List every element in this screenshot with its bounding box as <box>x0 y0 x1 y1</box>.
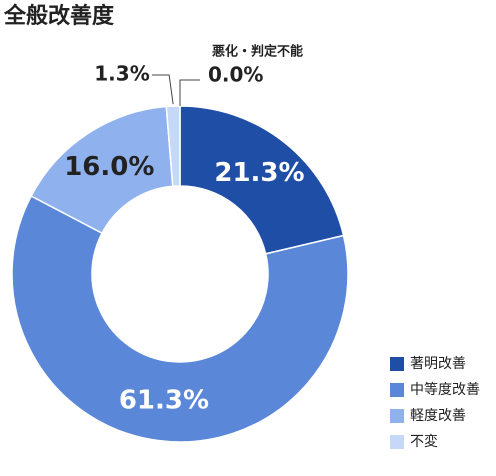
value-label: 21.3% <box>214 158 304 188</box>
value-label: 1.3% <box>94 62 149 86</box>
value-label: 61.3% <box>119 385 209 415</box>
legend-swatch <box>390 409 404 423</box>
legend-swatch <box>390 383 404 397</box>
annotation-label: 悪化・判定不能 <box>212 44 303 60</box>
chart-title: 全般改善度 <box>3 3 115 29</box>
donut-segment <box>179 105 345 255</box>
donut-segment <box>11 195 349 443</box>
legend-label: 著明改善 <box>410 356 466 372</box>
legend-label: 不変 <box>410 433 438 450</box>
annotation-value: 0.0% <box>208 63 263 87</box>
legend-label: 中等度改善 <box>410 381 480 398</box>
legend-swatch <box>390 357 404 371</box>
legend-label: 軽度改善 <box>410 408 466 424</box>
leader-line <box>152 74 174 105</box>
legend-swatch <box>390 435 404 449</box>
donut-segment <box>165 105 181 188</box>
value-label: 16.0% <box>64 152 154 182</box>
annotation-leader <box>179 79 200 106</box>
